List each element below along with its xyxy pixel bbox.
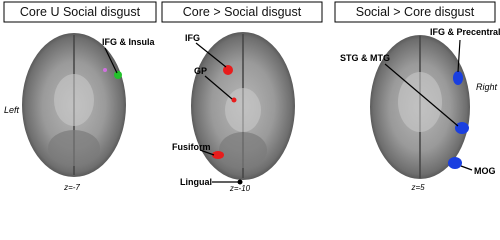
- activation-blob: [448, 157, 462, 169]
- brain-structure: [219, 132, 267, 168]
- leader-line: [104, 47, 118, 74]
- leader-dot: [237, 179, 243, 185]
- slice-label: z=-10: [229, 184, 251, 193]
- leader-line: [199, 149, 215, 156]
- region-label: IFG: [185, 33, 200, 43]
- activation-blob: [231, 97, 237, 103]
- activation-blob: [455, 122, 469, 134]
- region-label: IFG & Insula: [102, 37, 156, 47]
- region-label: Fusiform: [172, 142, 211, 152]
- leader-line: [460, 165, 473, 171]
- activation-blob: [453, 71, 463, 85]
- leader-line: [204, 75, 233, 100]
- side-label: Left: [4, 105, 20, 115]
- panel-title: Core > Social disgust: [183, 5, 302, 19]
- region-label: GP: [194, 66, 207, 76]
- leader-line: [195, 42, 227, 68]
- activation-blob: [223, 65, 233, 75]
- activation-blob: [114, 71, 122, 79]
- figure: Core U Social disgust IFG & Insula Left …: [3, 1, 500, 193]
- region-label: Lingual: [180, 177, 212, 187]
- brain-structure: [398, 72, 442, 132]
- leader-line: [384, 63, 459, 127]
- panel-2: Core > Social disgust IFG GP Fusiform Li…: [161, 1, 323, 193]
- activation-blob: [103, 68, 107, 72]
- title-box: [3, 1, 157, 23]
- slice-label: z=-7: [63, 183, 80, 192]
- brain-structure: [225, 88, 261, 132]
- leader-line: [457, 39, 461, 73]
- title-box: [334, 1, 496, 23]
- panel-3: Social > Core disgust IFG & Precentral S…: [334, 1, 500, 192]
- region-label: MOG: [474, 166, 496, 176]
- slice-label: z=5: [410, 183, 425, 192]
- region-label: IFG & Precentral: [430, 27, 500, 37]
- brain-structure: [54, 74, 94, 126]
- panel-title: Social > Core disgust: [356, 5, 475, 19]
- panel-1: Core U Social disgust IFG & Insula Left …: [3, 1, 157, 192]
- title-box: [161, 1, 323, 23]
- brain-structure: [48, 130, 100, 166]
- panel-title: Core U Social disgust: [20, 5, 141, 19]
- region-label: STG & MTG: [340, 53, 390, 63]
- activation-blob: [212, 151, 224, 159]
- side-label: Right: [476, 82, 498, 92]
